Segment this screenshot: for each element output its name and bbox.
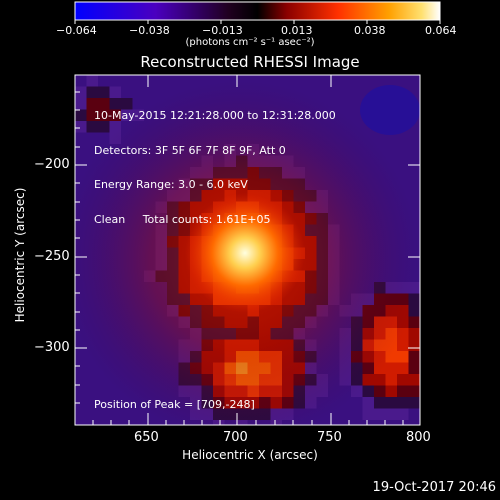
- peak-core: [185, 193, 305, 313]
- x-tick-label: 650: [134, 430, 159, 445]
- x-tick-label: 700: [223, 430, 248, 445]
- x-tick-label: 800: [406, 430, 431, 445]
- x-axis-label: Heliocentric X (arcsec): [182, 448, 318, 462]
- colorbar-tick: −0.013: [202, 24, 243, 37]
- y-tick-label: −200: [34, 157, 70, 172]
- colorbar-tick: −0.038: [129, 24, 170, 37]
- image-title: Reconstructed RHESSI Image: [140, 53, 360, 71]
- observation-info: 10-May-2015 12:21:28.000 to 12:31:28.000…: [94, 87, 336, 237]
- info-time-range: 10-May-2015 12:21:28.000 to 12:31:28.000: [94, 109, 336, 122]
- colorbar-units: (photons cm⁻² s⁻¹ asec⁻²): [185, 37, 315, 48]
- colorbar-tick: 0.038: [354, 24, 386, 37]
- y-tick-label: −250: [34, 249, 70, 264]
- y-axis-label: Heliocentric Y (arcsec): [13, 187, 27, 323]
- colorbar-gradient: [74, 1, 441, 21]
- colorbar-tick: 0.064: [425, 24, 457, 37]
- y-tick-label: −300: [34, 340, 70, 355]
- colorbar-tick: −0.064: [56, 24, 97, 37]
- peak-position-label: Position of Peak = [709,-248]: [94, 398, 255, 411]
- info-detectors: Detectors: 3F 5F 6F 7F 8F 9F, Att 0: [94, 143, 286, 157]
- generation-date: 19-Oct-2017 20:46: [372, 480, 496, 495]
- plot-frame: [74, 74, 421, 426]
- colorbar: [74, 1, 441, 24]
- x-tick-label: 750: [317, 430, 342, 445]
- info-counts: Clean Total counts: 1.61E+05: [94, 212, 271, 226]
- info-energy-range: Energy Range: 3.0 - 6.0 keV: [94, 178, 248, 191]
- colorbar-tick: 0.013: [281, 24, 313, 37]
